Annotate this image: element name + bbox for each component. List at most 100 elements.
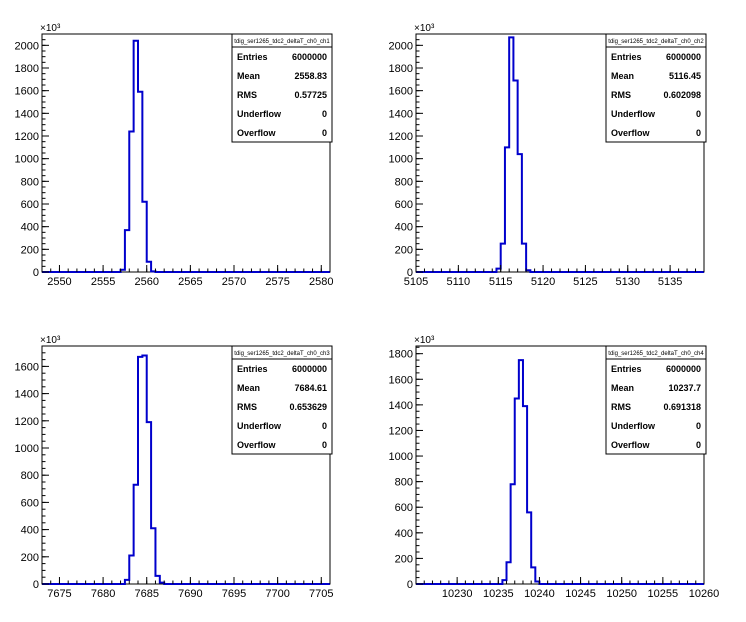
y-tick-label: 0 (33, 267, 39, 279)
stats-label: Overflow (611, 440, 651, 450)
x-tick-label: 2550 (47, 276, 71, 288)
stats-label: Entries (237, 52, 268, 62)
x-tick-label: 10250 (606, 588, 637, 600)
stats-label: Entries (237, 364, 268, 374)
stats-label: Entries (611, 364, 642, 374)
y-tick-label: 0 (407, 579, 413, 591)
x-tick-label: 5105 (404, 276, 428, 288)
histogram-panel-2: 0 200 400 600 800 1000 1200 1400 1600 1800 2000×10… (389, 23, 707, 288)
x-tick-label: 2580 (309, 276, 333, 288)
x-tick-label: 10240 (524, 588, 555, 600)
y-tick-label: 1200 (15, 131, 39, 143)
x-tick-label: 7695 (222, 588, 246, 600)
y-tick-label: 2000 (389, 40, 413, 52)
y-multiplier-label: ×10³ (40, 23, 61, 34)
y-tick-label: 800 (21, 470, 39, 482)
y-tick-label: 400 (21, 222, 39, 234)
x-tick-label: 5135 (658, 276, 682, 288)
y-tick-label: 1200 (389, 131, 413, 143)
y-multiplier-label: ×10³ (414, 335, 435, 346)
stats-box: tdig_ser1265_tdc2_deltaT_ch0_ch1 Entries 6… (231, 33, 333, 143)
stats-value: 0 (696, 440, 701, 450)
y-tick-label: 200 (395, 244, 413, 256)
stats-value: 0 (322, 440, 327, 450)
stats-value: 6000000 (666, 364, 701, 374)
x-tick-label: 5125 (573, 276, 597, 288)
stats-value: 0 (696, 421, 701, 431)
histogram-title: tdig_ser1265_tdc2_deltaT_ch0_ch1 (234, 39, 330, 45)
x-tick-label: 7675 (47, 588, 71, 600)
x-tick-label: 7685 (134, 588, 158, 600)
y-tick-label: 600 (395, 502, 413, 514)
stats-label: RMS (237, 402, 257, 412)
histogram-title: tdig_ser1265_tdc2_deltaT_ch0_ch2 (608, 39, 704, 45)
histogram-line (416, 359, 704, 585)
stats-value: 0 (322, 128, 327, 138)
stats-value: 0.57725 (294, 90, 327, 100)
stats-label: RMS (611, 90, 631, 100)
stats-label: Mean (611, 71, 634, 81)
x-tick-label: 5130 (616, 276, 640, 288)
stats-value: 6000000 (292, 52, 327, 62)
x-tick-label: 7700 (265, 588, 289, 600)
y-tick-label: 1000 (389, 451, 413, 463)
stats-value: 0.691318 (663, 402, 701, 412)
stats-box: tdig_ser1265_tdc2_deltaT_ch0_ch4 Entries 6… (605, 345, 707, 455)
y-tick-label: 1400 (15, 389, 39, 401)
stats-value: 10237.7 (668, 383, 701, 393)
stats-value: 0 (322, 109, 327, 119)
y-tick-label: 400 (395, 222, 413, 234)
y-tick-label: 1200 (389, 425, 413, 437)
stats-label: Underflow (237, 109, 282, 119)
x-tick-label: 7680 (91, 588, 115, 600)
y-tick-label: 1800 (389, 349, 413, 361)
stats-value: 0 (696, 128, 701, 138)
histogram-title: tdig_ser1265_tdc2_deltaT_ch0_ch4 (608, 351, 704, 357)
x-tick-label: 5120 (531, 276, 555, 288)
stats-value: 0.602098 (663, 90, 701, 100)
stats-label: Overflow (237, 128, 277, 138)
y-tick-label: 1600 (15, 86, 39, 98)
y-tick-label: 400 (21, 525, 39, 537)
x-tick-label: 2575 (265, 276, 289, 288)
stats-label: Mean (611, 383, 634, 393)
x-tick-label: 2565 (178, 276, 202, 288)
stats-label: RMS (237, 90, 257, 100)
stats-box-frame (605, 345, 707, 455)
y-tick-label: 1000 (15, 154, 39, 166)
stats-label: Mean (237, 383, 260, 393)
stats-value: 5116.45 (669, 71, 701, 81)
stats-label: RMS (611, 402, 631, 412)
y-multiplier-label: ×10³ (40, 335, 61, 346)
stats-label: Overflow (611, 128, 651, 138)
stats-label: Underflow (237, 421, 282, 431)
stats-value: 0.653629 (289, 402, 327, 412)
y-tick-label: 800 (21, 176, 39, 188)
y-tick-label: 800 (395, 176, 413, 188)
y-tick-label: 0 (33, 579, 39, 591)
x-tick-label: 10245 (565, 588, 596, 600)
x-tick-label: 5110 (447, 276, 471, 288)
stats-label: Overflow (237, 440, 277, 450)
stats-value: 0 (322, 421, 327, 431)
y-tick-label: 0 (407, 267, 413, 279)
stats-value: 6000000 (292, 364, 327, 374)
y-tick-label: 600 (395, 199, 413, 211)
x-tick-label: 2570 (222, 276, 246, 288)
y-tick-label: 1400 (15, 108, 39, 120)
y-multiplier-label: ×10³ (414, 23, 435, 34)
y-tick-label: 400 (395, 528, 413, 540)
histogram-line (42, 39, 330, 273)
x-tick-label: 7705 (309, 588, 333, 600)
y-tick-label: 600 (21, 199, 39, 211)
y-tick-label: 1000 (389, 154, 413, 166)
histogram-panel-4: 0 200 400 600 800 1000 1200 1400 1600 1800×10³ 102… (389, 335, 720, 600)
stats-value: 7684.61 (294, 383, 327, 393)
y-tick-label: 1000 (15, 443, 39, 455)
histogram-line (416, 36, 704, 273)
y-tick-label: 200 (21, 552, 39, 564)
y-tick-label: 200 (21, 244, 39, 256)
stats-label: Underflow (611, 421, 656, 431)
stats-value: 0 (696, 109, 701, 119)
